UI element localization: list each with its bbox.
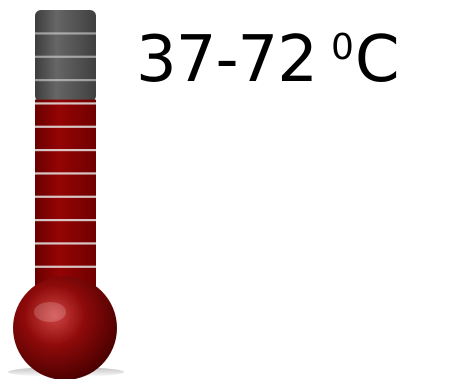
temperature-range-value: 37-72 [136, 23, 318, 97]
scale-mark [35, 265, 96, 268]
temperature-unit: C [354, 23, 400, 97]
bulb-highlight [34, 302, 66, 322]
scale-mark [35, 102, 96, 105]
thermometer-scale-marks [35, 32, 96, 268]
thermometer-mercury-fill [35, 99, 96, 290]
degree-symbol: 0 [330, 27, 354, 68]
scale-mark [35, 149, 96, 152]
scale-mark [35, 242, 96, 245]
thermometer-bulb [13, 276, 117, 379]
thermometer-icon [8, 10, 124, 379]
temperature-range-label: 37-72 0C [136, 23, 400, 97]
scale-mark [35, 219, 96, 222]
scale-mark [35, 125, 96, 128]
scale-mark [35, 79, 96, 82]
scale-mark [35, 32, 96, 35]
scale-mark [35, 55, 96, 58]
scale-mark [35, 172, 96, 175]
scale-mark [35, 195, 96, 198]
